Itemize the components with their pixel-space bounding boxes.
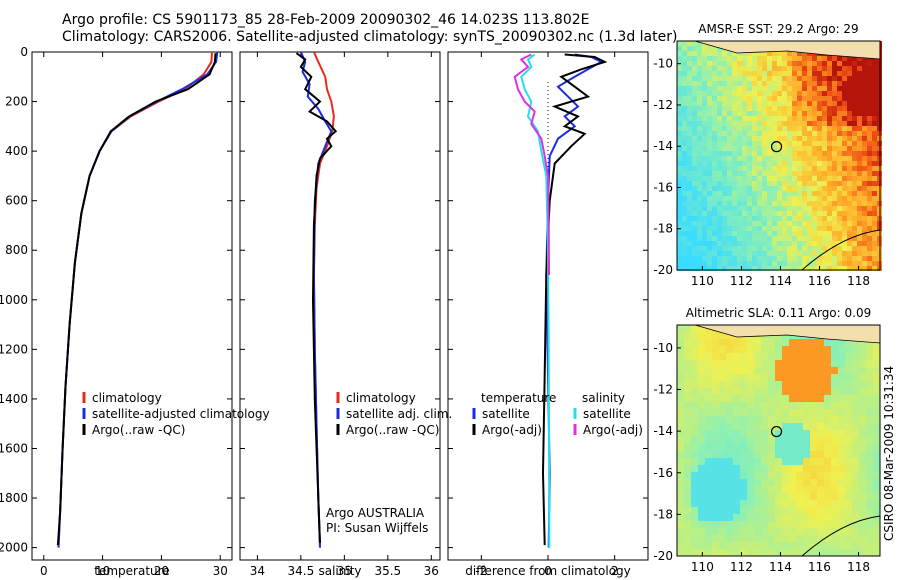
sla_map-x-tick-label: 112 <box>730 560 753 574</box>
temperature-x-tick-label: 10 <box>95 564 110 578</box>
credit-org: Argo AUSTRALIA <box>326 506 425 520</box>
difference-right-legend-label: Argo(-adj) <box>583 423 643 437</box>
sla_map-x-tick-label: 114 <box>769 560 792 574</box>
difference-right-legend-label: satellite <box>583 407 631 421</box>
difference-x-tick-label: 0 <box>544 564 552 578</box>
sst_map-y-tick-label: -14 <box>653 139 673 153</box>
sla_map-title: Altimetric SLA: 0.11 Argo: 0.09 <box>686 306 871 320</box>
depth-tick-label: 400 <box>5 144 28 158</box>
sla_map-x-tick-label: 110 <box>691 560 714 574</box>
temperature-legend-label: Argo(..raw -QC) <box>92 423 185 437</box>
temperature-series-argo-raw-qc- <box>56 53 217 546</box>
sla_map-frame <box>676 324 881 557</box>
depth-tick-label: 1400 <box>0 392 28 406</box>
sla_map-x-tick-label: 118 <box>847 560 870 574</box>
credit-pi: PI: Susan Wijffels <box>326 521 428 535</box>
difference-series-temperature-satellite <box>545 53 604 548</box>
difference-left-legend-label: Argo(-adj) <box>482 423 542 437</box>
sla_map-field <box>677 325 880 556</box>
sla_map-y-tick-label: -20 <box>653 549 673 563</box>
salinity-x-tick-label: 35.5 <box>374 564 401 578</box>
difference-series-salinity-argo-adj- <box>513 53 550 276</box>
depth-tick-label: 1600 <box>0 441 28 455</box>
difference-x-tick-label: 2 <box>611 564 619 578</box>
salinity-x-tick-label: 34 <box>250 564 265 578</box>
temperature-x-label: temperature <box>94 564 169 578</box>
salinity-legend-label: satellite adj. clim. <box>346 407 452 421</box>
temperature-axes-box <box>31 51 233 561</box>
sst_map-y-tick-label: -10 <box>653 57 673 71</box>
salinity-x-label: salinity <box>318 564 361 578</box>
sla_map-y-tick-label: -16 <box>653 466 673 480</box>
salinity-x-tick-label: 36 <box>424 564 439 578</box>
sst_map-title: AMSR-E SST: 29.2 Argo: 29 <box>698 22 858 36</box>
difference-series-salinity-satellite <box>520 53 551 548</box>
salinity-x-tick-label: 34.5 <box>288 564 315 578</box>
depth-tick-label: 1200 <box>0 342 28 356</box>
sst_map-argo-marker <box>770 141 783 153</box>
depth-tick-label: 800 <box>5 243 28 257</box>
sst_map-field <box>677 41 882 271</box>
temperature-x-tick-label: 0 <box>40 564 48 578</box>
depth-tick-label: 0 <box>20 45 28 59</box>
depth-tick-label: 200 <box>5 95 28 109</box>
salinity-legend-label: Argo(..raw -QC) <box>346 423 439 437</box>
sla_map-y-tick-label: -10 <box>653 341 673 355</box>
temperature-x-tick-label: 20 <box>154 564 169 578</box>
depth-tick-label: 1800 <box>0 491 28 505</box>
temperature-x-tick-label: 30 <box>213 564 228 578</box>
salinity-series-argo-raw-qc- <box>295 52 338 543</box>
sst_map-x-tick-label: 110 <box>691 274 714 288</box>
sst_map-x-tick-label: 118 <box>847 274 870 288</box>
difference-left-legend-label: satellite <box>482 407 530 421</box>
sst_map-coastline <box>801 229 881 271</box>
sla_map-coastline <box>801 515 881 557</box>
sst_map-y-tick-label: -12 <box>653 98 673 112</box>
sst_map-y-tick-label: -20 <box>653 263 673 277</box>
header-line-2: Climatology: CARS2006. Satellite-adjuste… <box>62 29 678 45</box>
sst_map-x-tick-label: 112 <box>730 274 753 288</box>
difference-series-temperature-argo-adj- <box>541 53 608 546</box>
sst_map-x-tick-label: 116 <box>808 274 831 288</box>
depth-tick-label: 600 <box>5 194 28 208</box>
sst_map-x-tick-label: 114 <box>769 274 792 288</box>
sla_map-y-tick-label: -18 <box>653 507 673 521</box>
depth-tick-label: 2000 <box>0 541 28 555</box>
sst_map-y-tick-label: -18 <box>653 222 673 236</box>
sst_map-frame <box>676 40 881 271</box>
sla_map-argo-marker <box>770 425 783 438</box>
sla_map-y-tick-label: -14 <box>653 424 673 438</box>
difference-x-tick-label: -2 <box>475 564 487 578</box>
sla_map-x-tick-label: 116 <box>808 560 831 574</box>
difference-legend-title-salinity: salinity <box>582 391 625 405</box>
salinity-x-tick-label: 35 <box>337 564 352 578</box>
temperature-legend-label: climatology <box>92 391 162 405</box>
salinity-axes-box <box>239 51 441 561</box>
depth-tick-label: 1000 <box>0 293 28 307</box>
difference-x-label: difference from climatology <box>465 564 631 578</box>
salinity-legend-label: climatology <box>346 391 416 405</box>
header-line-1: Argo profile: CS 5901173_85 28-Feb-2009 … <box>62 12 590 28</box>
temperature-legend-label: satellite-adjusted climatology <box>92 407 270 421</box>
sla_map-y-tick-label: -12 <box>653 383 673 397</box>
sst_map-y-tick-label: -16 <box>653 180 673 194</box>
difference-legend-title-temperature: temperature <box>481 391 556 405</box>
